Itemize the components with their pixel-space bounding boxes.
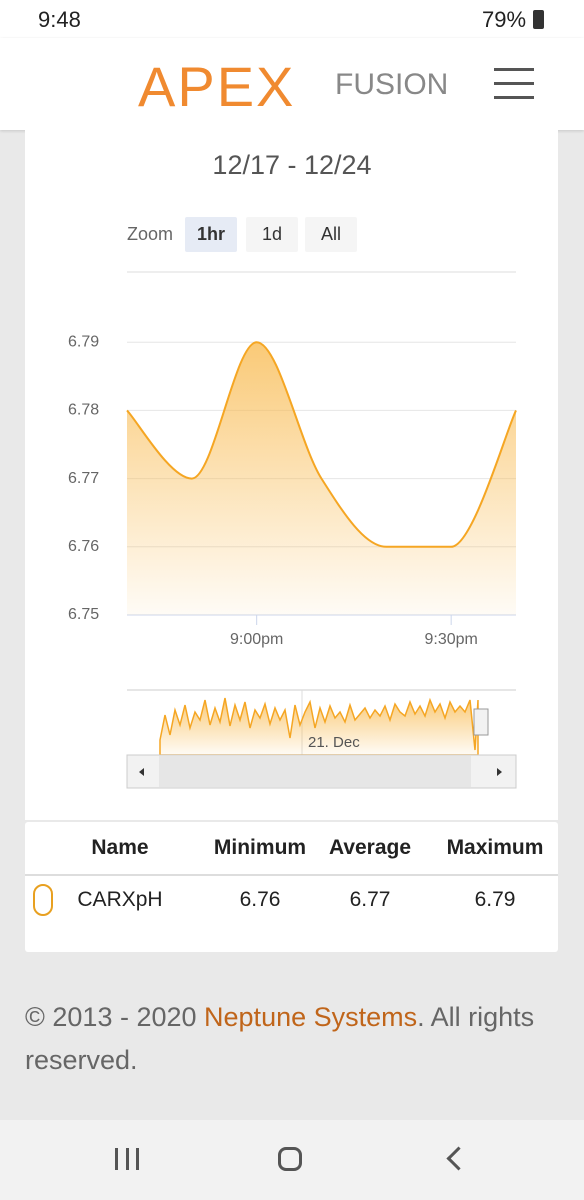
recent-apps-button[interactable] <box>115 1148 139 1170</box>
x-tick-label: 9:00pm <box>230 631 283 648</box>
status-bar: 9:48 79% <box>0 0 584 38</box>
header: APEX FUSION <box>0 38 584 130</box>
footer-text: © 2013 - 2020 <box>25 1002 205 1032</box>
zoom-button[interactable] <box>246 217 298 252</box>
back-button[interactable] <box>446 1146 471 1171</box>
footer-link[interactable]: Neptune Systems <box>204 1002 418 1032</box>
y-tick-label: 6.79 <box>68 333 99 350</box>
x-tick-label: 9:30pm <box>424 631 477 648</box>
table-header: Maximum <box>446 836 544 859</box>
table-cell: 6.79 <box>474 888 516 911</box>
table-cell: 6.77 <box>349 888 391 911</box>
zoom-button-label[interactable]: 1hr <box>197 224 225 244</box>
chart: 12/17 - 12/24 Zoom 21. Dec 1hr 1d All 6.75 6… <box>68 150 517 789</box>
logo-suffix: FUSION <box>335 68 449 101</box>
navigator-series <box>159 697 479 756</box>
table-header: Name <box>91 836 149 859</box>
chart-title: 12/17 - 12/24 <box>212 150 371 180</box>
table-divider <box>25 874 558 876</box>
logo[interactable]: APEX <box>138 55 296 118</box>
table-card <box>25 822 558 952</box>
battery-icon <box>533 10 544 29</box>
navigator: 21. Dec <box>126 689 517 789</box>
thermometer-icon <box>33 884 53 916</box>
y-tick-label: 6.78 <box>68 402 99 419</box>
scroll-left[interactable] <box>139 768 144 776</box>
zoom-button-label[interactable]: 1d <box>262 224 282 244</box>
home-button[interactable] <box>278 1147 302 1171</box>
zoom-button-label[interactable]: All <box>321 224 341 244</box>
navigator-label: 21. Dec <box>308 734 360 751</box>
y-tick-label: 6.77 <box>68 470 99 487</box>
table-header: Minimum <box>213 836 307 859</box>
zoom-button[interactable] <box>305 217 357 252</box>
footer: © 2013 - 2020 Neptune Systems. All right… <box>25 996 545 1082</box>
clock: 9:48 <box>38 7 81 32</box>
table-cell: 6.76 <box>239 888 281 911</box>
table: Name Minimum Average Maximum CARXpH 6.76 6.77 6… <box>25 822 558 952</box>
nav-bar <box>0 1120 584 1200</box>
y-tick-label: 6.76 <box>68 538 99 555</box>
line <box>126 341 517 548</box>
menu-button[interactable] <box>494 68 534 100</box>
navigator-handle[interactable] <box>473 708 489 736</box>
zoom-label: Zoom <box>127 224 173 244</box>
table-header: Average <box>328 836 412 859</box>
zoom-button[interactable] <box>185 217 237 252</box>
battery-level: 79% <box>482 7 527 32</box>
footer-text: . All rights reserved. <box>25 1002 535 1075</box>
scrollbar-thumb[interactable] <box>159 756 471 787</box>
table-cell: CARXpH <box>77 888 163 911</box>
scroll-right[interactable] <box>497 768 502 776</box>
y-tick-label: 6.75 <box>68 606 99 623</box>
